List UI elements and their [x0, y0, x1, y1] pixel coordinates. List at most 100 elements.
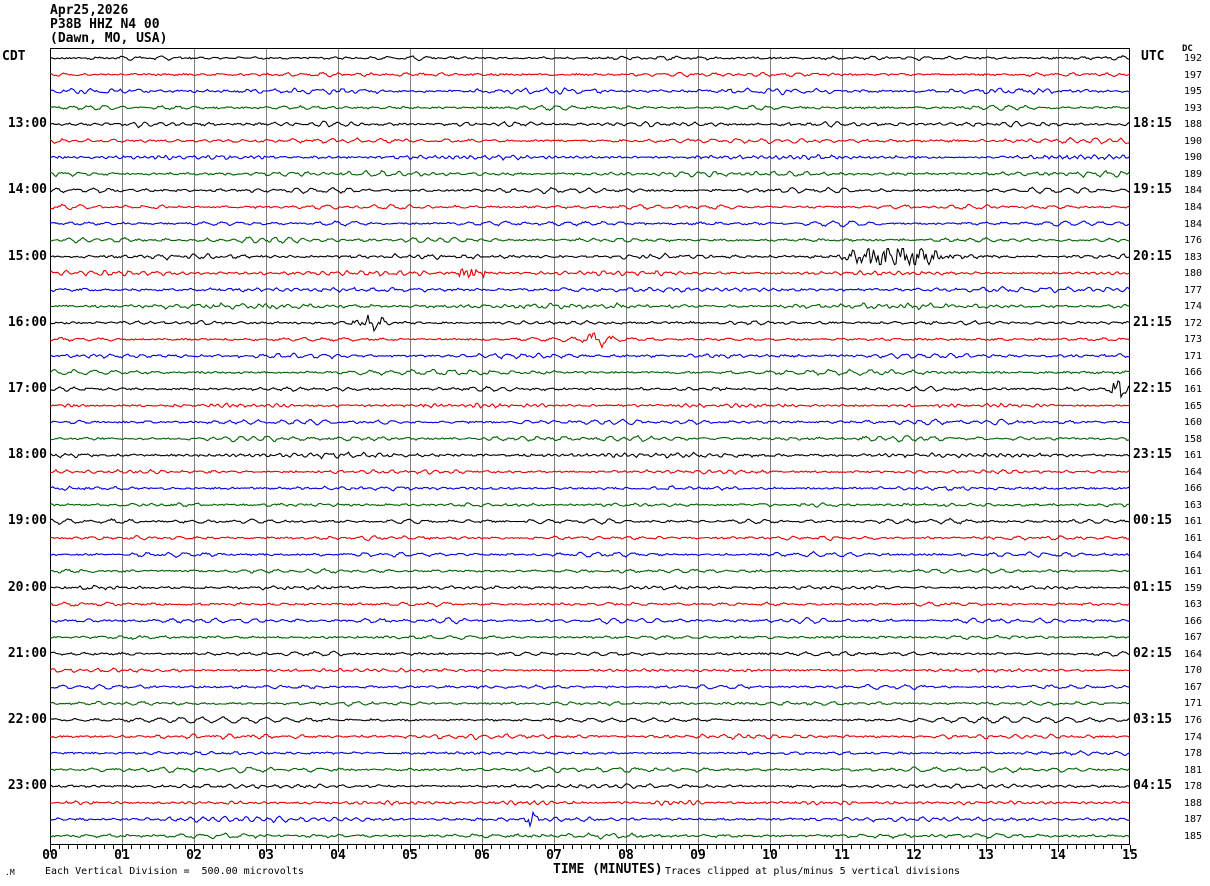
seismogram-trace: [50, 220, 1130, 228]
seismogram-trace: [50, 236, 1130, 244]
left-axis-header-cdt: CDT: [2, 49, 26, 64]
footer-scale-note: Each Vertical Division = 500.00 microvol…: [45, 866, 304, 877]
x-tick-label: 03: [258, 848, 274, 863]
x-tick-label: 06: [474, 848, 490, 863]
dc-value: 189: [1184, 168, 1203, 180]
seismogram-trace: [50, 810, 1130, 829]
quarter-label-utc: 03:15: [1133, 712, 1173, 727]
quarter-label-utc: 00:15: [1133, 513, 1173, 529]
seismogram-trace: [50, 634, 1130, 641]
hour-label-cdt: 16:00: [7, 314, 47, 330]
dc-value: 160: [1184, 417, 1203, 429]
quarter-label-utc: 02:15: [1133, 645, 1173, 661]
dc-value: 176: [1184, 715, 1203, 726]
dc-value: 183: [1184, 251, 1203, 263]
dc-value: 167: [1184, 681, 1203, 693]
quarter-label-utc: 23:15: [1133, 447, 1173, 463]
seismogram-trace: [50, 715, 1130, 724]
seismogram-trace: [50, 832, 1130, 840]
dc-value: 173: [1184, 334, 1203, 346]
seismogram-trace: [50, 434, 1130, 443]
hour-label-cdt: 22:00: [7, 712, 47, 727]
seismogram-canvas: [50, 48, 1130, 845]
dc-value: 184: [1184, 185, 1203, 197]
right-axis-header-utc: UTC: [1141, 49, 1165, 64]
dc-value: 192: [1184, 53, 1203, 64]
dc-column-header: DC: [1182, 44, 1193, 54]
seismogram-trace: [50, 517, 1130, 525]
dc-value: 188: [1184, 797, 1203, 809]
title-station: P38B HHZ N4 00: [50, 17, 160, 32]
time-axis-title: TIME (MINUTES): [553, 862, 663, 877]
dc-value: 161: [1184, 566, 1203, 578]
dc-value: 161: [1184, 532, 1203, 544]
dc-value: 184: [1184, 201, 1203, 213]
seismogram-trace: [50, 55, 1130, 62]
seismogram-trace: [50, 667, 1130, 674]
hour-label-cdt: 19:00: [7, 513, 47, 529]
seismogram-trace: [50, 502, 1130, 508]
quarter-label-utc: 21:15: [1133, 314, 1173, 330]
x-tick-label: 00: [42, 848, 58, 863]
dc-value: 176: [1184, 235, 1203, 247]
seismogram-trace: [50, 550, 1130, 558]
dc-value: 195: [1184, 86, 1203, 98]
seismogram-trace: [50, 783, 1130, 790]
seismogram-trace: [50, 700, 1130, 707]
seismogram-trace: [50, 352, 1130, 360]
dc-value: 181: [1184, 764, 1203, 776]
x-tick-label: 12: [906, 848, 922, 863]
dc-value: 174: [1184, 731, 1203, 743]
x-tick-label: 04: [330, 848, 346, 863]
dc-value: 190: [1184, 152, 1203, 164]
x-tick-label: 14: [1050, 848, 1066, 863]
x-tick-label: 09: [690, 848, 706, 863]
seismogram-trace: [50, 451, 1130, 460]
dc-value: 164: [1184, 648, 1203, 660]
seismogram-trace: [50, 104, 1130, 112]
dc-value: 166: [1184, 367, 1203, 379]
dc-value: 158: [1184, 433, 1203, 445]
seismogram-trace: [50, 368, 1130, 377]
title-date: Apr25,2026: [50, 3, 129, 18]
seismogram-trace: [50, 799, 1130, 807]
dc-value: 170: [1184, 665, 1203, 677]
seismogram-trace: [50, 332, 1130, 349]
x-tick-label: 13: [978, 848, 994, 863]
seismogram-trace: [50, 285, 1130, 294]
hour-label-cdt: 23:00: [7, 778, 47, 794]
ticks-canvas: [50, 845, 1131, 852]
dc-value: 188: [1184, 119, 1203, 131]
title-location: (Dawn, MO, USA): [50, 31, 168, 46]
seismogram-plot: [50, 48, 1130, 845]
dc-value: 178: [1184, 781, 1203, 793]
seismogram-trace: [50, 733, 1130, 741]
dc-value: 161: [1184, 384, 1203, 395]
seismogram-trace: [50, 535, 1130, 542]
dc-value: 185: [1184, 830, 1203, 842]
dc-value: 190: [1184, 135, 1203, 147]
seismogram-trace: [50, 616, 1130, 625]
watermark-mark: .M: [5, 868, 15, 877]
seismogram-trace: [50, 418, 1130, 426]
dc-value: 171: [1184, 350, 1203, 362]
x-tick-label: 15: [1122, 848, 1138, 863]
seismogram-trace: [50, 247, 1130, 267]
hour-label-cdt: 14:00: [7, 182, 47, 198]
footer-clip-note: Traces clipped at plus/minus 5 vertical …: [665, 866, 961, 877]
dc-value: 193: [1184, 102, 1203, 114]
dc-value: 161: [1184, 516, 1203, 528]
seismogram-trace: [50, 186, 1130, 195]
seismogram-trace: [50, 120, 1130, 129]
quarter-label-utc: 18:15: [1133, 116, 1173, 132]
x-tick-label: 07: [546, 848, 562, 863]
seismogram-trace: [50, 584, 1130, 591]
seismogram-trace: [50, 380, 1130, 399]
seismogram-trace: [50, 203, 1130, 211]
dc-value: 165: [1184, 400, 1203, 412]
dc-value: 187: [1184, 814, 1203, 826]
dc-value: 161: [1184, 450, 1203, 462]
x-tick-label: 01: [114, 848, 130, 863]
dc-value: 174: [1184, 301, 1203, 313]
dc-value: 166: [1184, 615, 1203, 627]
